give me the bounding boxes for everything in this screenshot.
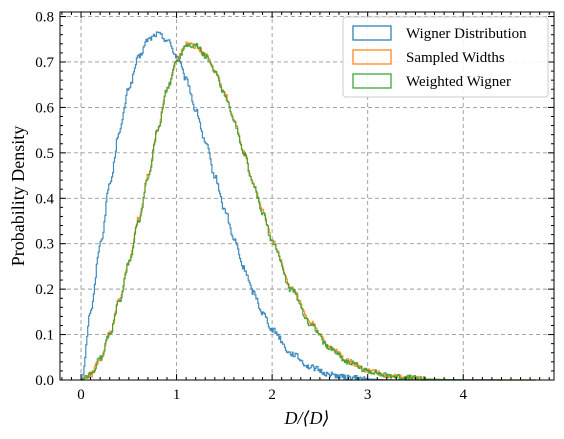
y-tick-label: 0.2 [35, 282, 54, 298]
y-tick-label: 0.1 [35, 328, 54, 344]
x-axis-label: D/⟨D⟩ [283, 408, 329, 428]
x-tick-label: 4 [459, 387, 467, 403]
y-tick-label: 0.7 [35, 55, 54, 71]
y-tick-label: 0.8 [35, 10, 54, 26]
y-tick-label: 0.3 [35, 237, 54, 253]
legend-box [342, 16, 549, 98]
y-tick-label: 0.0 [35, 373, 54, 389]
legend-swatch [352, 25, 392, 41]
legend-label: Weighted Wigner [406, 74, 511, 90]
y-tick-labels: 0.0 0.1 0.2 0.3 0.4 0.5 0.6 0.7 0.8 [35, 10, 54, 389]
legend-label: Sampled Widths [406, 50, 505, 66]
x-tick-label: 3 [364, 387, 372, 403]
y-tick-label: 0.4 [35, 191, 54, 207]
axis-ticks [60, 12, 554, 381]
legend-label: Wigner Distribution [406, 26, 527, 42]
x-tick-label: 2 [268, 387, 276, 403]
x-tick-label: 1 [173, 387, 181, 403]
legend-entries: Wigner Distribution Sampled Widths Weighte… [352, 25, 527, 90]
y-tick-label: 0.6 [35, 100, 54, 116]
legend-swatch [352, 73, 392, 89]
y-axis-label: Probability Density [8, 126, 28, 267]
x-tick-labels: 0 1 2 3 4 [77, 387, 467, 403]
legend-swatch [352, 49, 392, 65]
legend: Wigner Distribution Sampled Widths Weighte… [342, 16, 549, 98]
series-line-2 [81, 43, 536, 381]
plot-frame [59, 11, 555, 381]
y-tick-label: 0.5 [35, 146, 54, 162]
x-tick-label: 0 [77, 387, 85, 403]
